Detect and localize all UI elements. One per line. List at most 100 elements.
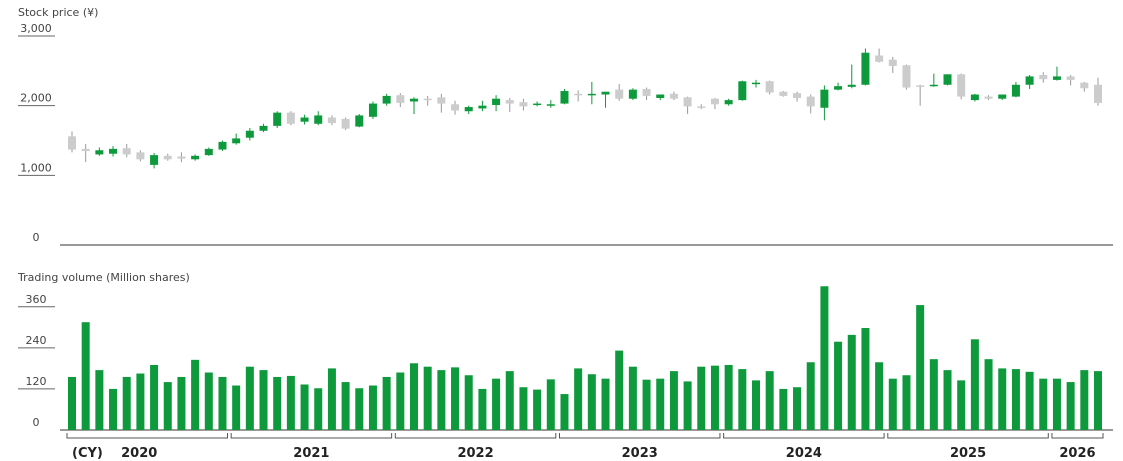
bar: [341, 382, 350, 430]
bar: [81, 322, 90, 430]
bar: [423, 366, 432, 430]
bar: [615, 350, 624, 430]
bar: [136, 373, 145, 430]
candle-body: [574, 93, 583, 96]
candle-body: [710, 98, 719, 105]
bar: [109, 388, 118, 430]
bar: [218, 376, 227, 430]
bar: [314, 388, 323, 430]
y-tick-label: 0: [33, 231, 40, 244]
bar: [492, 378, 501, 430]
bar: [656, 378, 665, 430]
year-label: 2022: [457, 446, 493, 461]
bar: [191, 359, 200, 430]
candle-body: [533, 103, 542, 106]
bar: [204, 372, 213, 430]
bar: [957, 380, 966, 430]
bar: [533, 389, 542, 430]
year-bracket: [1051, 433, 1104, 439]
year-label: 2023: [622, 446, 658, 461]
bar: [368, 385, 377, 430]
bar: [396, 372, 405, 430]
bar: [1052, 378, 1061, 430]
y-tick-label: 1,000: [20, 161, 52, 174]
candle-body: [929, 84, 938, 87]
bar: [505, 371, 514, 430]
bar: [1025, 371, 1034, 430]
candle-body: [888, 59, 897, 66]
bar: [177, 376, 186, 430]
x-prefix: (CY): [72, 446, 103, 461]
bar: [628, 366, 637, 430]
candle-body: [724, 100, 733, 105]
bar: [300, 384, 309, 430]
candle-body: [163, 155, 172, 160]
bar: [286, 375, 295, 430]
bar: [820, 286, 829, 430]
chart-title: Stock price (¥): [18, 6, 98, 19]
candle-body: [779, 91, 788, 96]
bar: [984, 359, 993, 430]
candle-body: [875, 55, 884, 62]
candle-body: [943, 74, 952, 85]
bar: [122, 376, 131, 430]
candle-body: [218, 141, 227, 150]
candle-body: [505, 100, 514, 104]
y-tick-label: 240: [26, 334, 47, 347]
bar: [437, 370, 446, 430]
candle-body: [232, 138, 241, 144]
bar: [765, 371, 774, 430]
candle-body: [259, 125, 268, 131]
candle-body: [615, 89, 624, 99]
candle-body: [273, 112, 282, 126]
candle-body: [109, 148, 118, 154]
candle-body: [355, 115, 364, 127]
candle-body: [410, 98, 418, 102]
bar: [916, 305, 925, 430]
candle-body: [656, 94, 665, 99]
bar: [355, 388, 364, 430]
candle-body: [683, 97, 692, 107]
candle-body: [697, 106, 706, 108]
candle-body: [204, 148, 213, 156]
bar: [546, 379, 555, 430]
candle-body: [1025, 76, 1034, 85]
bar: [410, 363, 418, 430]
candle-body: [1080, 82, 1089, 89]
candle-body: [669, 93, 678, 99]
bar: [724, 364, 733, 430]
candle-body: [1052, 76, 1061, 80]
bar: [642, 379, 651, 430]
candle-body: [820, 89, 829, 108]
bar: [382, 376, 391, 430]
candle-body: [642, 88, 651, 96]
bar: [1039, 378, 1048, 430]
bar: [587, 374, 596, 430]
bar: [95, 370, 104, 430]
candle-body: [601, 91, 610, 95]
bar: [875, 362, 884, 430]
candle-body: [396, 95, 405, 103]
bar: [669, 371, 678, 430]
bar: [752, 380, 760, 430]
bar: [163, 382, 172, 430]
candle-body: [300, 117, 309, 122]
chart-title: Trading volume (Million shares): [17, 271, 190, 284]
bar: [710, 365, 719, 430]
candle-body: [150, 155, 159, 165]
bar: [245, 366, 254, 430]
year-label: 2025: [950, 446, 986, 461]
candle-body: [806, 96, 815, 107]
candle-body: [957, 74, 966, 97]
bar: [970, 339, 979, 430]
bar: [861, 328, 870, 430]
candle-body: [382, 95, 391, 104]
bar: [574, 368, 583, 430]
bar: [888, 378, 897, 430]
year-label: 2021: [293, 446, 329, 461]
candle-body: [451, 104, 460, 111]
candle-body: [68, 136, 76, 150]
candle-body: [834, 86, 843, 90]
